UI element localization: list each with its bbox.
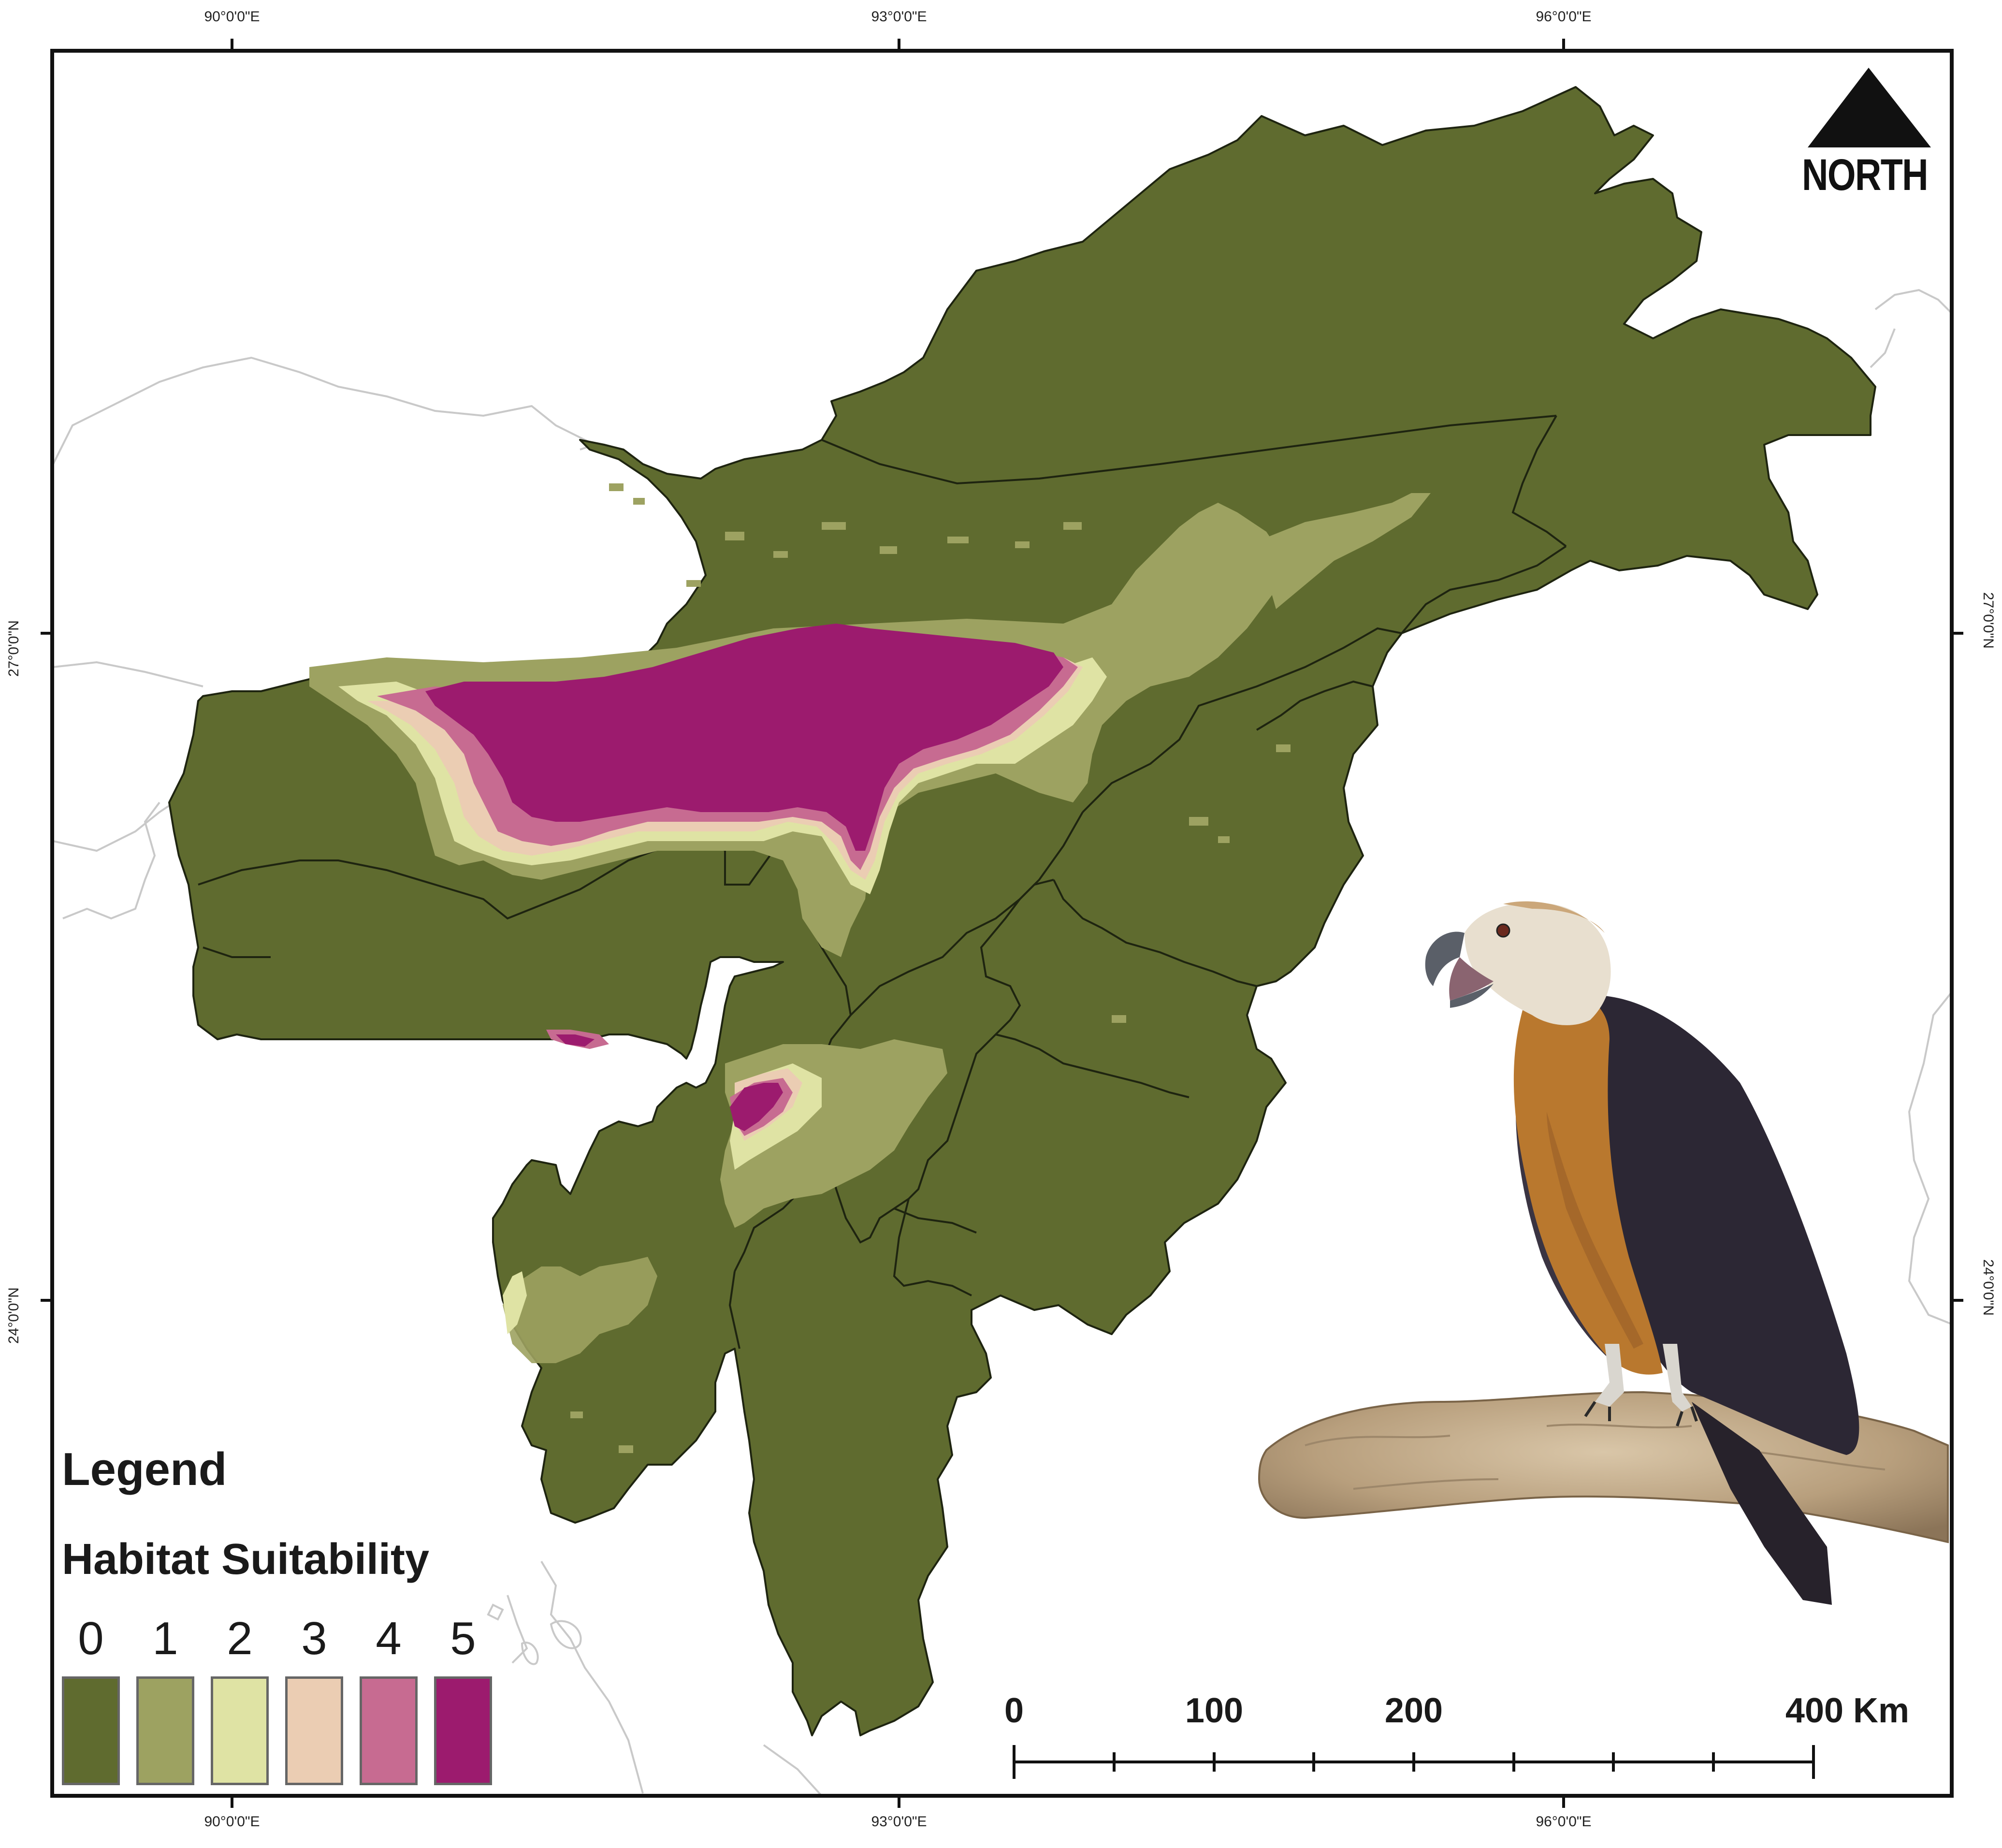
lon-label-bottom-3: 96°0'0"E: [1536, 1814, 1592, 1830]
legend-class-0-label: 0: [78, 1613, 104, 1664]
scale-label-100: 100: [1185, 1691, 1244, 1730]
lat-label-left-2: 24°0'0"N: [6, 1287, 22, 1344]
zone-class-5: [425, 624, 1063, 851]
eye-icon: [1496, 923, 1510, 938]
legend-swatch-1: [136, 1676, 194, 1785]
suitability-zones: [309, 493, 1431, 1363]
lon-label-bottom-1: 90°0'0"E: [204, 1814, 260, 1830]
legend-class-1-label: 1: [152, 1613, 178, 1664]
lon-label-bottom-2: 93°0'0"E: [871, 1814, 927, 1830]
legend-swatch-3: [285, 1676, 343, 1785]
bird-photo: [1258, 901, 1949, 1605]
scattered-patches: [570, 483, 1291, 1453]
scale-label-400: 400 Km: [1785, 1691, 1910, 1730]
map-frame: [50, 49, 1954, 1798]
scale-label-200: 200: [1384, 1691, 1443, 1730]
scale-bar: [1013, 1745, 1815, 1779]
scale-label-0: 0: [1004, 1691, 1024, 1730]
graticule-ticks: [41, 39, 1963, 1808]
legend-swatch-5: [434, 1676, 492, 1785]
legend-class-3-label: 3: [301, 1613, 327, 1664]
lon-label-top-1: 90°0'0"E: [204, 9, 260, 25]
north-label: NORTH: [1802, 150, 1929, 200]
lon-label-top-2: 93°0'0"E: [871, 9, 927, 25]
lat-label-left-1: 27°0'0"N: [6, 620, 22, 677]
legend-subtitle: Habitat Suitability: [62, 1535, 430, 1584]
legend-title: Legend: [62, 1443, 227, 1495]
legend-class-2-label: 2: [227, 1613, 253, 1664]
lon-label-top-3: 96°0'0"E: [1536, 9, 1592, 25]
legend-class-4-label: 4: [376, 1613, 402, 1664]
north-arrow-icon: [1808, 68, 1931, 147]
lat-label-right-2: 24°0'0"N: [1980, 1259, 1996, 1316]
internal-boundaries: [198, 415, 1567, 1349]
neighbor-outlines: [52, 289, 1952, 1796]
legend-swatch-4: [360, 1676, 418, 1785]
legend-class-5-label: 5: [450, 1613, 476, 1664]
legend-swatch-2: [211, 1676, 269, 1785]
legend-swatch-0: [62, 1676, 120, 1785]
lat-label-right-1: 27°0'0"N: [1980, 592, 1996, 649]
